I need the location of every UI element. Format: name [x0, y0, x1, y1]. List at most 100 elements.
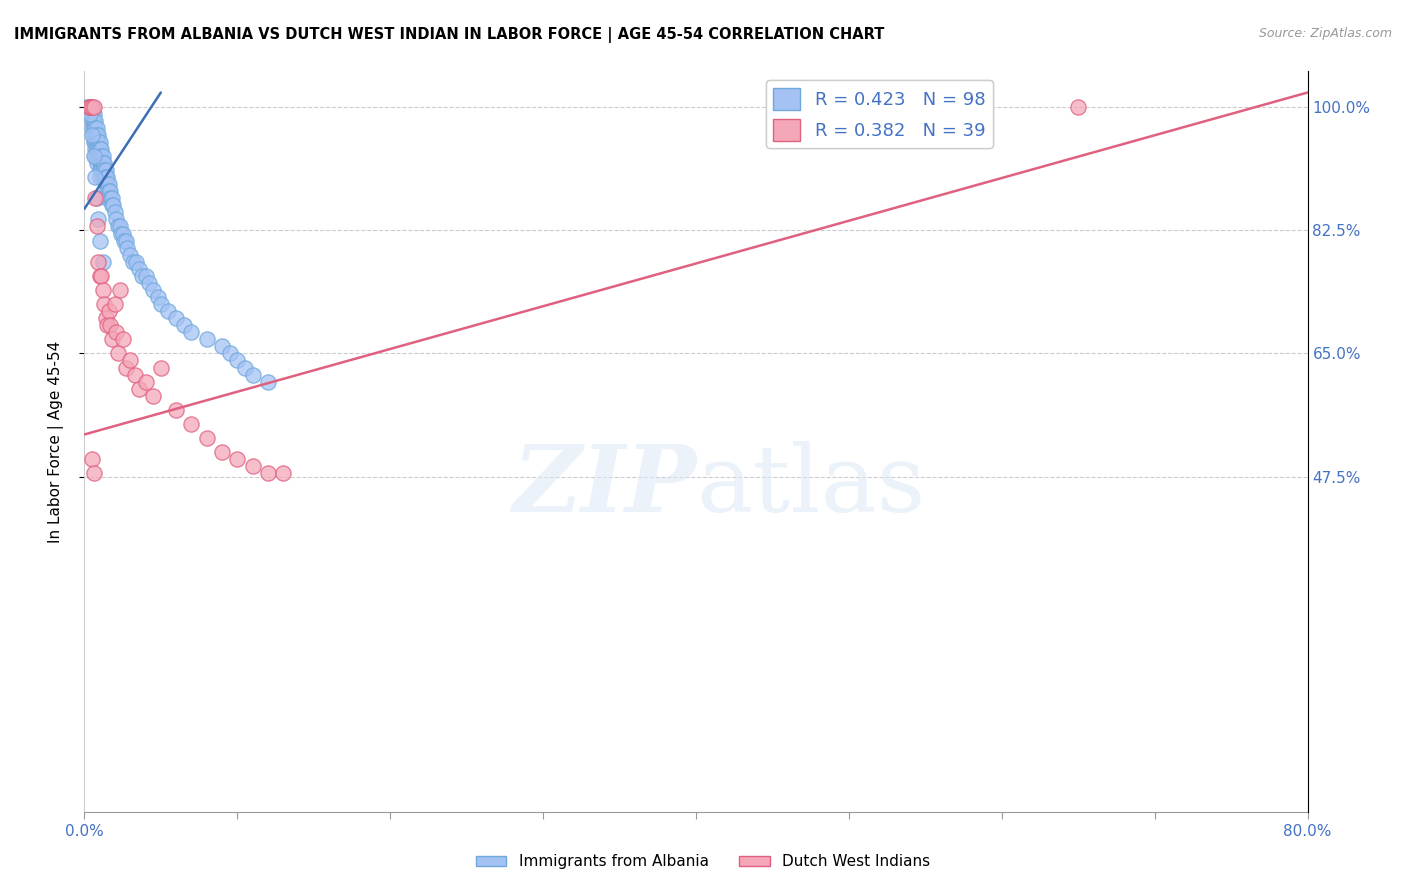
Point: [86, 128, 108, 142]
Legend: R = 0.423   N = 98, R = 0.382   N = 39: R = 0.423 N = 98, R = 0.382 N = 39: [766, 80, 993, 148]
Point: [195, 431, 218, 445]
Point: [86, 191, 108, 205]
Point: [149, 360, 172, 375]
Point: [77, 100, 100, 114]
Point: [98, 184, 121, 198]
Point: [226, 353, 249, 368]
Point: [90, 142, 112, 156]
Point: [91, 254, 114, 268]
Point: [98, 318, 121, 333]
Point: [149, 297, 172, 311]
Point: [131, 268, 153, 283]
Point: [211, 445, 233, 459]
Point: [83, 100, 105, 114]
Point: [91, 156, 114, 170]
Point: [91, 170, 114, 185]
Point: [96, 184, 118, 198]
Point: [111, 227, 134, 241]
Point: [87, 135, 110, 149]
Point: [83, 467, 105, 481]
Point: [242, 459, 264, 474]
Point: [173, 318, 195, 333]
Point: [124, 368, 146, 382]
Point: [90, 268, 112, 283]
Point: [84, 191, 107, 205]
Point: [89, 142, 111, 156]
Point: [111, 332, 134, 346]
Point: [90, 149, 112, 163]
Point: [96, 177, 118, 191]
Point: [83, 128, 105, 142]
Point: [1067, 100, 1090, 114]
Point: [96, 170, 118, 185]
Point: [93, 297, 115, 311]
Point: [110, 227, 132, 241]
Point: [165, 402, 187, 417]
Point: [257, 467, 280, 481]
Point: [90, 163, 112, 178]
Point: [89, 135, 111, 149]
Point: [128, 261, 150, 276]
Point: [101, 191, 124, 205]
Point: [87, 128, 110, 142]
Point: [211, 339, 233, 353]
Point: [77, 100, 100, 114]
Point: [180, 325, 202, 339]
Point: [108, 283, 131, 297]
Point: [146, 290, 169, 304]
Point: [96, 318, 118, 333]
Point: [84, 170, 107, 185]
Point: [93, 156, 115, 170]
Point: [89, 268, 111, 283]
Point: [79, 100, 101, 114]
Point: [120, 353, 142, 368]
Point: [94, 177, 117, 191]
Point: [87, 254, 110, 268]
Point: [84, 149, 107, 163]
Point: [142, 389, 165, 403]
Point: [94, 163, 117, 178]
Point: [79, 100, 101, 114]
Point: [98, 191, 121, 205]
Point: [89, 149, 111, 163]
Point: [80, 113, 103, 128]
Point: [105, 212, 128, 227]
Point: [271, 467, 294, 481]
Text: atlas: atlas: [696, 441, 925, 531]
Point: [91, 283, 114, 297]
Point: [83, 113, 105, 128]
Point: [104, 205, 127, 219]
Point: [101, 332, 124, 346]
Point: [84, 120, 107, 135]
Point: [87, 149, 110, 163]
Point: [80, 120, 103, 135]
Point: [93, 163, 115, 178]
Point: [83, 149, 105, 163]
Point: [93, 170, 115, 185]
Point: [79, 106, 101, 120]
Point: [108, 219, 131, 234]
Point: [114, 360, 136, 375]
Point: [180, 417, 202, 431]
Point: [112, 234, 135, 248]
Point: [103, 198, 125, 212]
Point: [84, 142, 107, 156]
Point: [101, 198, 124, 212]
Point: [80, 452, 103, 467]
Point: [84, 128, 107, 142]
Point: [87, 142, 110, 156]
Point: [89, 170, 111, 185]
Point: [104, 297, 127, 311]
Point: [138, 276, 160, 290]
Point: [257, 375, 280, 389]
Point: [165, 311, 187, 326]
Point: [94, 170, 117, 185]
Point: [80, 106, 103, 120]
Point: [80, 100, 103, 114]
Point: [83, 120, 105, 135]
Point: [91, 163, 114, 178]
Point: [87, 212, 110, 227]
Text: ZIP: ZIP: [512, 441, 696, 531]
Point: [86, 120, 108, 135]
Point: [218, 346, 240, 360]
